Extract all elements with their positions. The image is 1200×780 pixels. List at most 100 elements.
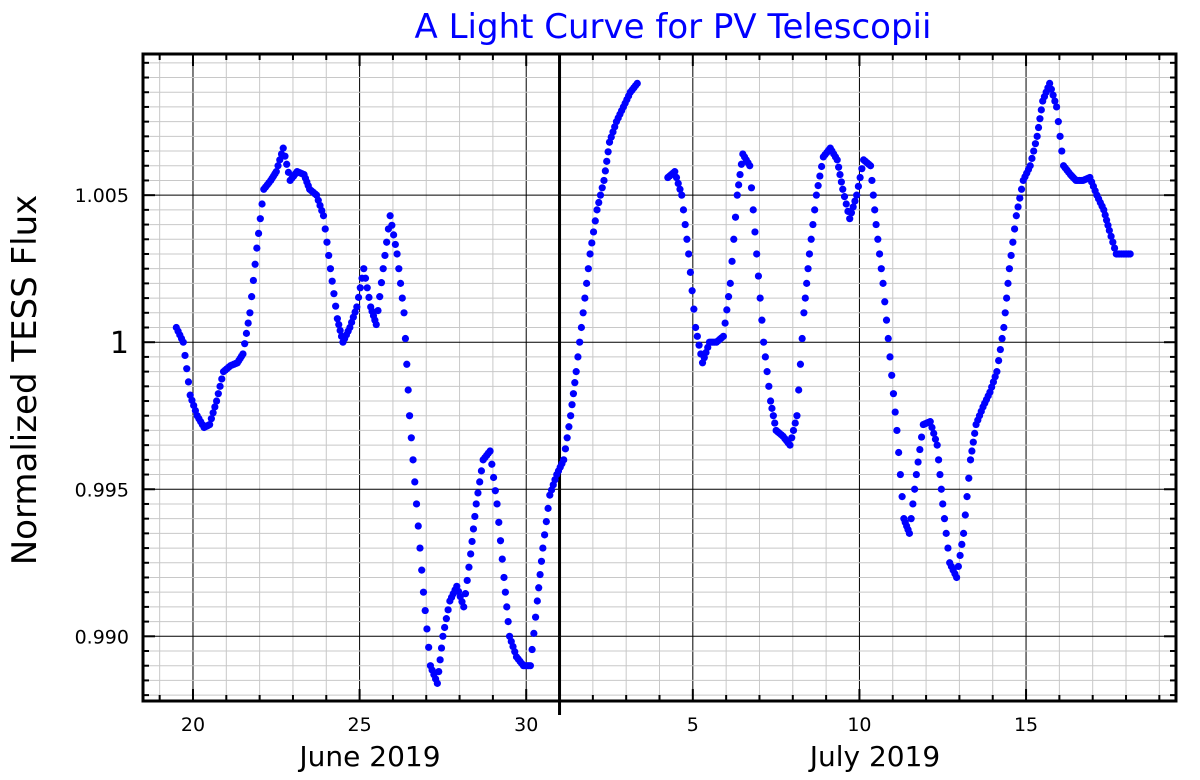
data-point <box>442 615 450 623</box>
data-point <box>441 623 449 632</box>
data-point <box>858 165 866 173</box>
data-point <box>789 426 798 435</box>
data-point <box>633 79 641 88</box>
data-point <box>528 645 536 654</box>
data-point <box>395 265 403 273</box>
data-point <box>539 544 547 552</box>
data-point <box>416 544 424 552</box>
data-point <box>674 179 682 187</box>
data-point <box>563 434 571 442</box>
data-point <box>284 168 293 176</box>
data-point <box>600 176 608 185</box>
data-point <box>836 170 844 179</box>
data-point <box>248 293 256 301</box>
data-point <box>818 162 826 171</box>
data-point <box>489 473 498 482</box>
data-point <box>363 284 371 292</box>
data-point <box>791 419 799 427</box>
data-point <box>786 441 794 449</box>
data-point <box>419 588 428 596</box>
data-point <box>998 334 1006 343</box>
data-point <box>769 412 777 420</box>
data-point <box>1009 238 1017 246</box>
data-point <box>206 420 214 429</box>
data-point <box>1105 226 1113 235</box>
y-tick-label: 0.995 <box>75 479 129 501</box>
x-tick-label: 10 <box>847 714 871 736</box>
data-point <box>909 500 917 508</box>
data-point <box>753 250 761 258</box>
x-tick-label: 20 <box>181 714 205 736</box>
data-point <box>856 173 864 182</box>
data-point <box>439 632 447 640</box>
data-point <box>891 408 899 416</box>
data-point <box>242 329 251 337</box>
data-point <box>893 426 901 435</box>
data-point <box>361 274 370 282</box>
data-point <box>683 235 691 243</box>
data-point <box>467 550 475 558</box>
data-point <box>886 353 894 361</box>
data-point <box>869 191 877 199</box>
data-point <box>272 168 280 176</box>
data-point <box>800 309 808 317</box>
data-point <box>537 557 546 565</box>
data-point <box>961 511 969 519</box>
data-point <box>488 460 496 468</box>
data-point <box>535 584 543 592</box>
data-point <box>889 390 898 398</box>
data-point <box>685 250 693 258</box>
data-point <box>846 215 854 223</box>
data-point <box>476 478 484 486</box>
data-point <box>1033 132 1041 140</box>
chart-title: A Light Curve for PV Telescopii <box>415 7 932 47</box>
data-point <box>536 570 544 579</box>
data-point <box>879 279 887 287</box>
data-point <box>330 290 338 298</box>
data-point <box>377 279 386 287</box>
data-point <box>379 265 387 273</box>
data-point <box>207 415 215 423</box>
data-point <box>995 356 1003 365</box>
data-point <box>603 157 611 165</box>
y-tick-labels: 0.990 0.995 1 1.005 <box>75 185 129 648</box>
data-point <box>468 537 476 546</box>
data-point <box>477 467 486 475</box>
data-point <box>567 412 575 420</box>
data-point <box>325 251 333 260</box>
data-point <box>1003 294 1011 302</box>
data-point <box>279 144 287 152</box>
data-point <box>569 390 578 398</box>
data-point <box>853 191 861 199</box>
data-point <box>958 540 966 549</box>
data-point <box>758 316 766 324</box>
data-point <box>586 250 594 258</box>
data-point <box>804 265 812 273</box>
data-point <box>931 435 940 443</box>
data-point <box>793 412 801 420</box>
y-axis-label: Normalized TESS Flux <box>5 195 45 566</box>
data-point <box>1047 85 1055 93</box>
data-point <box>944 544 952 552</box>
data-point <box>574 353 582 361</box>
data-point <box>211 403 219 411</box>
data-point <box>495 518 503 526</box>
data-point <box>756 294 764 302</box>
data-point <box>216 382 224 390</box>
data-point <box>244 319 252 327</box>
data-point <box>1005 265 1013 273</box>
data-point <box>1126 250 1134 258</box>
data-point <box>333 315 341 323</box>
data-point <box>888 371 896 379</box>
minor-ticks <box>143 54 1176 701</box>
data-point <box>596 191 605 199</box>
data-point <box>807 235 815 243</box>
data-point <box>934 456 943 464</box>
data-point <box>241 340 249 348</box>
data-point <box>896 470 904 479</box>
data-point <box>837 178 845 186</box>
data-point <box>942 529 950 537</box>
data-point <box>421 606 429 615</box>
data-point <box>209 409 217 417</box>
